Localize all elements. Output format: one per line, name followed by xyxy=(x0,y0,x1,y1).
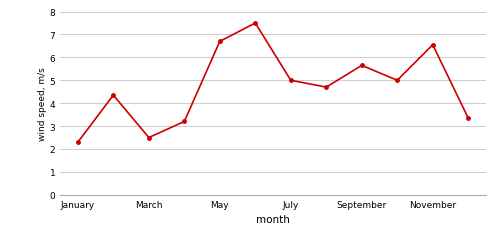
X-axis label: month: month xyxy=(256,214,290,224)
Y-axis label: wind speed, m/s: wind speed, m/s xyxy=(38,67,47,140)
